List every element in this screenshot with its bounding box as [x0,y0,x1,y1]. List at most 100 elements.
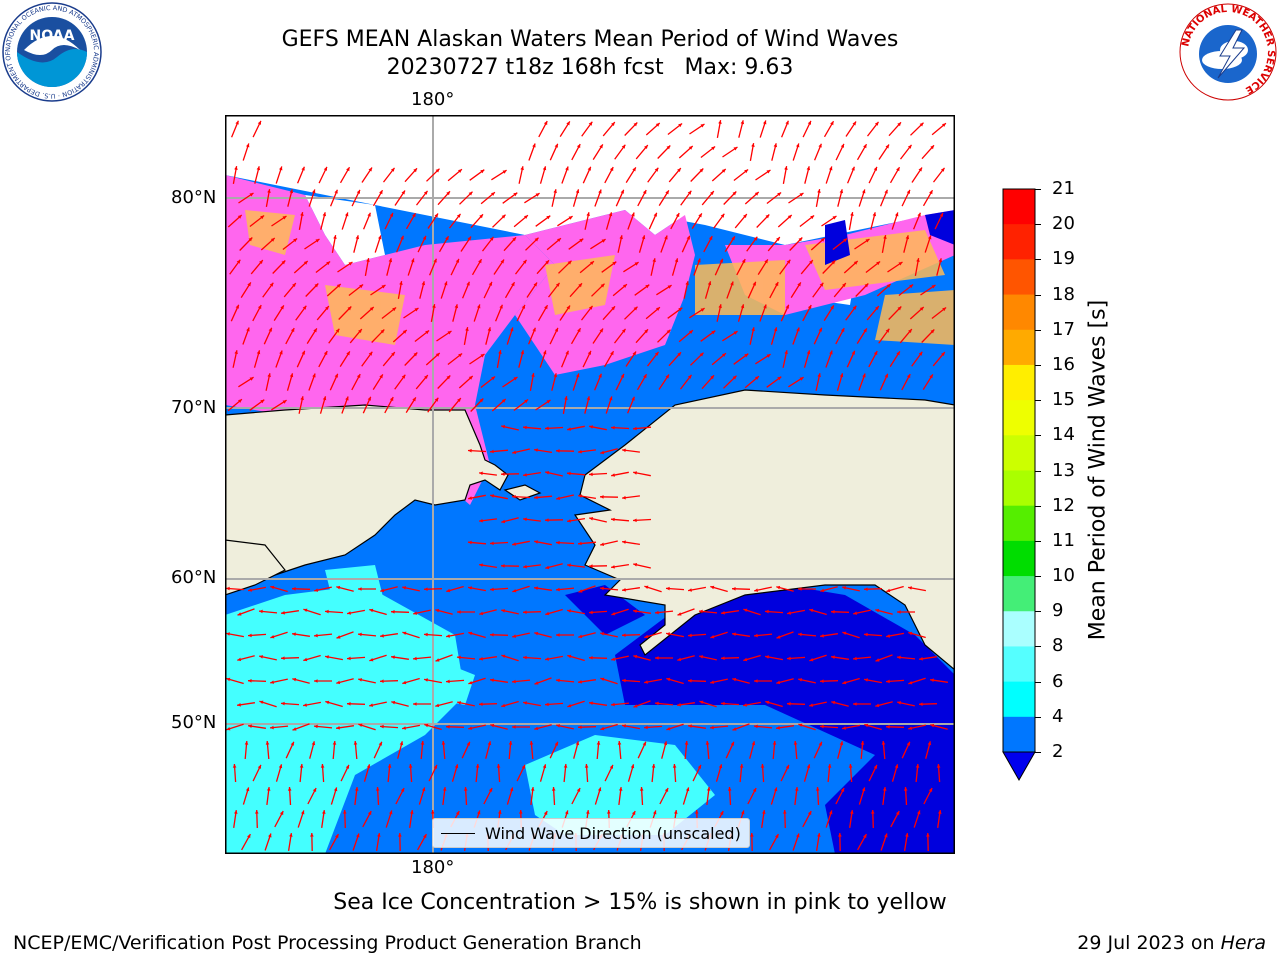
wave-direction-arrowhead [234,350,238,355]
wave-direction-arrowhead [919,122,924,127]
wave-direction-arrowhead [292,632,296,636]
wave-direction-arrowhead [355,235,360,240]
wave-direction-arrowhead [597,787,602,792]
wave-direction-arrowhead [611,122,615,126]
wave-direction-arrowhead [607,810,611,814]
wave-direction-arrowhead [422,235,426,240]
wave-direction-arrowhead [377,833,381,837]
wave-direction-arrowhead [666,586,670,591]
wave-direction-arrowhead [387,764,392,768]
wave-direction-arrowhead [455,811,460,816]
wave-direction-arrowhead [695,810,699,814]
wave-direction-arrowhead [259,609,263,614]
wave-direction-arrowhead [718,304,722,309]
wave-direction-arrowhead [458,353,463,358]
wave-direction-arrowhead [687,374,692,379]
wave-direction-arrowhead [521,764,525,769]
wave-direction-arrowhead [817,833,821,837]
wave-direction-arrowhead [620,189,624,194]
wave-direction-arrowhead [763,120,767,125]
wave-direction-arrowhead [512,589,517,593]
wave-direction-arrowhead [302,305,307,310]
wave-direction-arrowhead [512,542,516,546]
land-masses [225,389,955,671]
wave-direction-arrowhead [798,723,803,727]
wave-direction-arrowhead [806,350,811,355]
wave-direction-arrowhead [421,281,426,286]
wave-direction-arrowhead [402,586,407,590]
wave-direction-arrowhead [502,170,507,174]
wave-direction-arrowhead [381,285,386,289]
wave-direction-arrowhead [468,376,473,380]
wave-direction-arrowhead [498,350,502,354]
wave-direction-arrowhead [279,166,283,171]
wave-direction-arrowhead [787,702,791,706]
wave-direction-arrowhead [322,396,327,401]
wave-direction-arrowhead [567,563,571,568]
wave-direction-arrowhead [359,284,364,289]
wave-direction-arrowhead [674,810,678,814]
wave-direction-arrowhead [721,169,726,173]
wave-direction-arrowhead [884,373,888,378]
wave-direction-arrowhead [479,398,484,403]
wave-direction-arrowhead [839,189,844,194]
wave-direction-arrowhead [633,518,637,523]
wave-direction-arrowhead [820,679,824,683]
wave-direction-arrowhead [754,724,758,729]
colorbar-label: Mean Period of Wind Waves [s] [1085,299,1111,641]
colorbar-tick-label: 8 [1052,635,1064,657]
wave-direction-arrowhead [665,374,669,379]
wave-direction-arrowhead [600,726,605,731]
wave-direction-arrowhead [774,282,779,287]
legend-line-sample [441,832,475,834]
wave-direction-arrowhead [886,634,890,638]
wave-direction-arrowhead [314,679,318,683]
wave-direction-arrowhead [256,166,261,171]
wave-direction-arrowhead [588,121,593,126]
wave-direction-arrowhead [886,588,891,593]
wave-direction-arrowhead [389,397,394,402]
wave-direction-arrowhead [542,764,547,769]
wave-direction-arrowhead [787,611,791,615]
wave-direction-arrowhead [457,398,461,402]
wave-direction-arrowhead [353,741,358,745]
wave-direction-arrowhead [487,327,492,332]
wave-direction-arrowhead [894,764,899,769]
wave-direction-arrowhead [501,564,505,568]
wave-direction-arrowhead [766,354,771,358]
wave-direction-arrowhead [773,327,778,332]
wave-direction-arrowhead [446,588,451,593]
wave-direction-arrowhead [674,258,679,263]
wave-direction-arrowhead [785,764,789,769]
footer-date: 29 Jul 2023 on Hera [1077,932,1266,954]
wave-direction-arrowhead [895,811,900,816]
wave-direction-arrowhead [710,585,715,590]
wave-direction-arrowhead [523,473,527,477]
wave-direction-arrowhead [864,678,868,682]
wave-direction-arrowhead [380,634,384,638]
wave-direction-arrowhead [777,192,782,197]
colorbar-tick-mark [1035,716,1041,718]
wave-direction-arrowhead [886,284,891,288]
wave-direction-arrowhead [765,700,770,705]
wave-direction-arrowhead [468,726,473,730]
wave-direction-arrowhead [939,212,943,217]
wave-direction-arrowhead [358,329,362,333]
wave-direction-arrowhead [313,328,317,333]
wave-direction-arrowhead [644,634,649,639]
wave-direction-arrowhead [323,351,328,356]
wave-direction-arrowhead [545,565,550,570]
colorbar-block [1003,611,1035,647]
colorbar-tick-mark [1035,435,1041,437]
colorbar-tick-label: 20 [1052,213,1075,235]
wave-direction-arrowhead [369,658,374,662]
colorbar-tick-label: 14 [1052,424,1075,446]
wave-direction-arrowhead [421,787,426,792]
wave-direction-arrowhead [850,810,854,814]
wave-direction-arrowhead [279,811,284,816]
wave-direction-arrowhead [456,213,461,218]
wave-direction-arrowhead [589,517,594,521]
colorbar-block [1003,716,1035,753]
wave-direction-arrowhead [896,167,900,172]
wave-direction-arrowhead [864,632,868,637]
